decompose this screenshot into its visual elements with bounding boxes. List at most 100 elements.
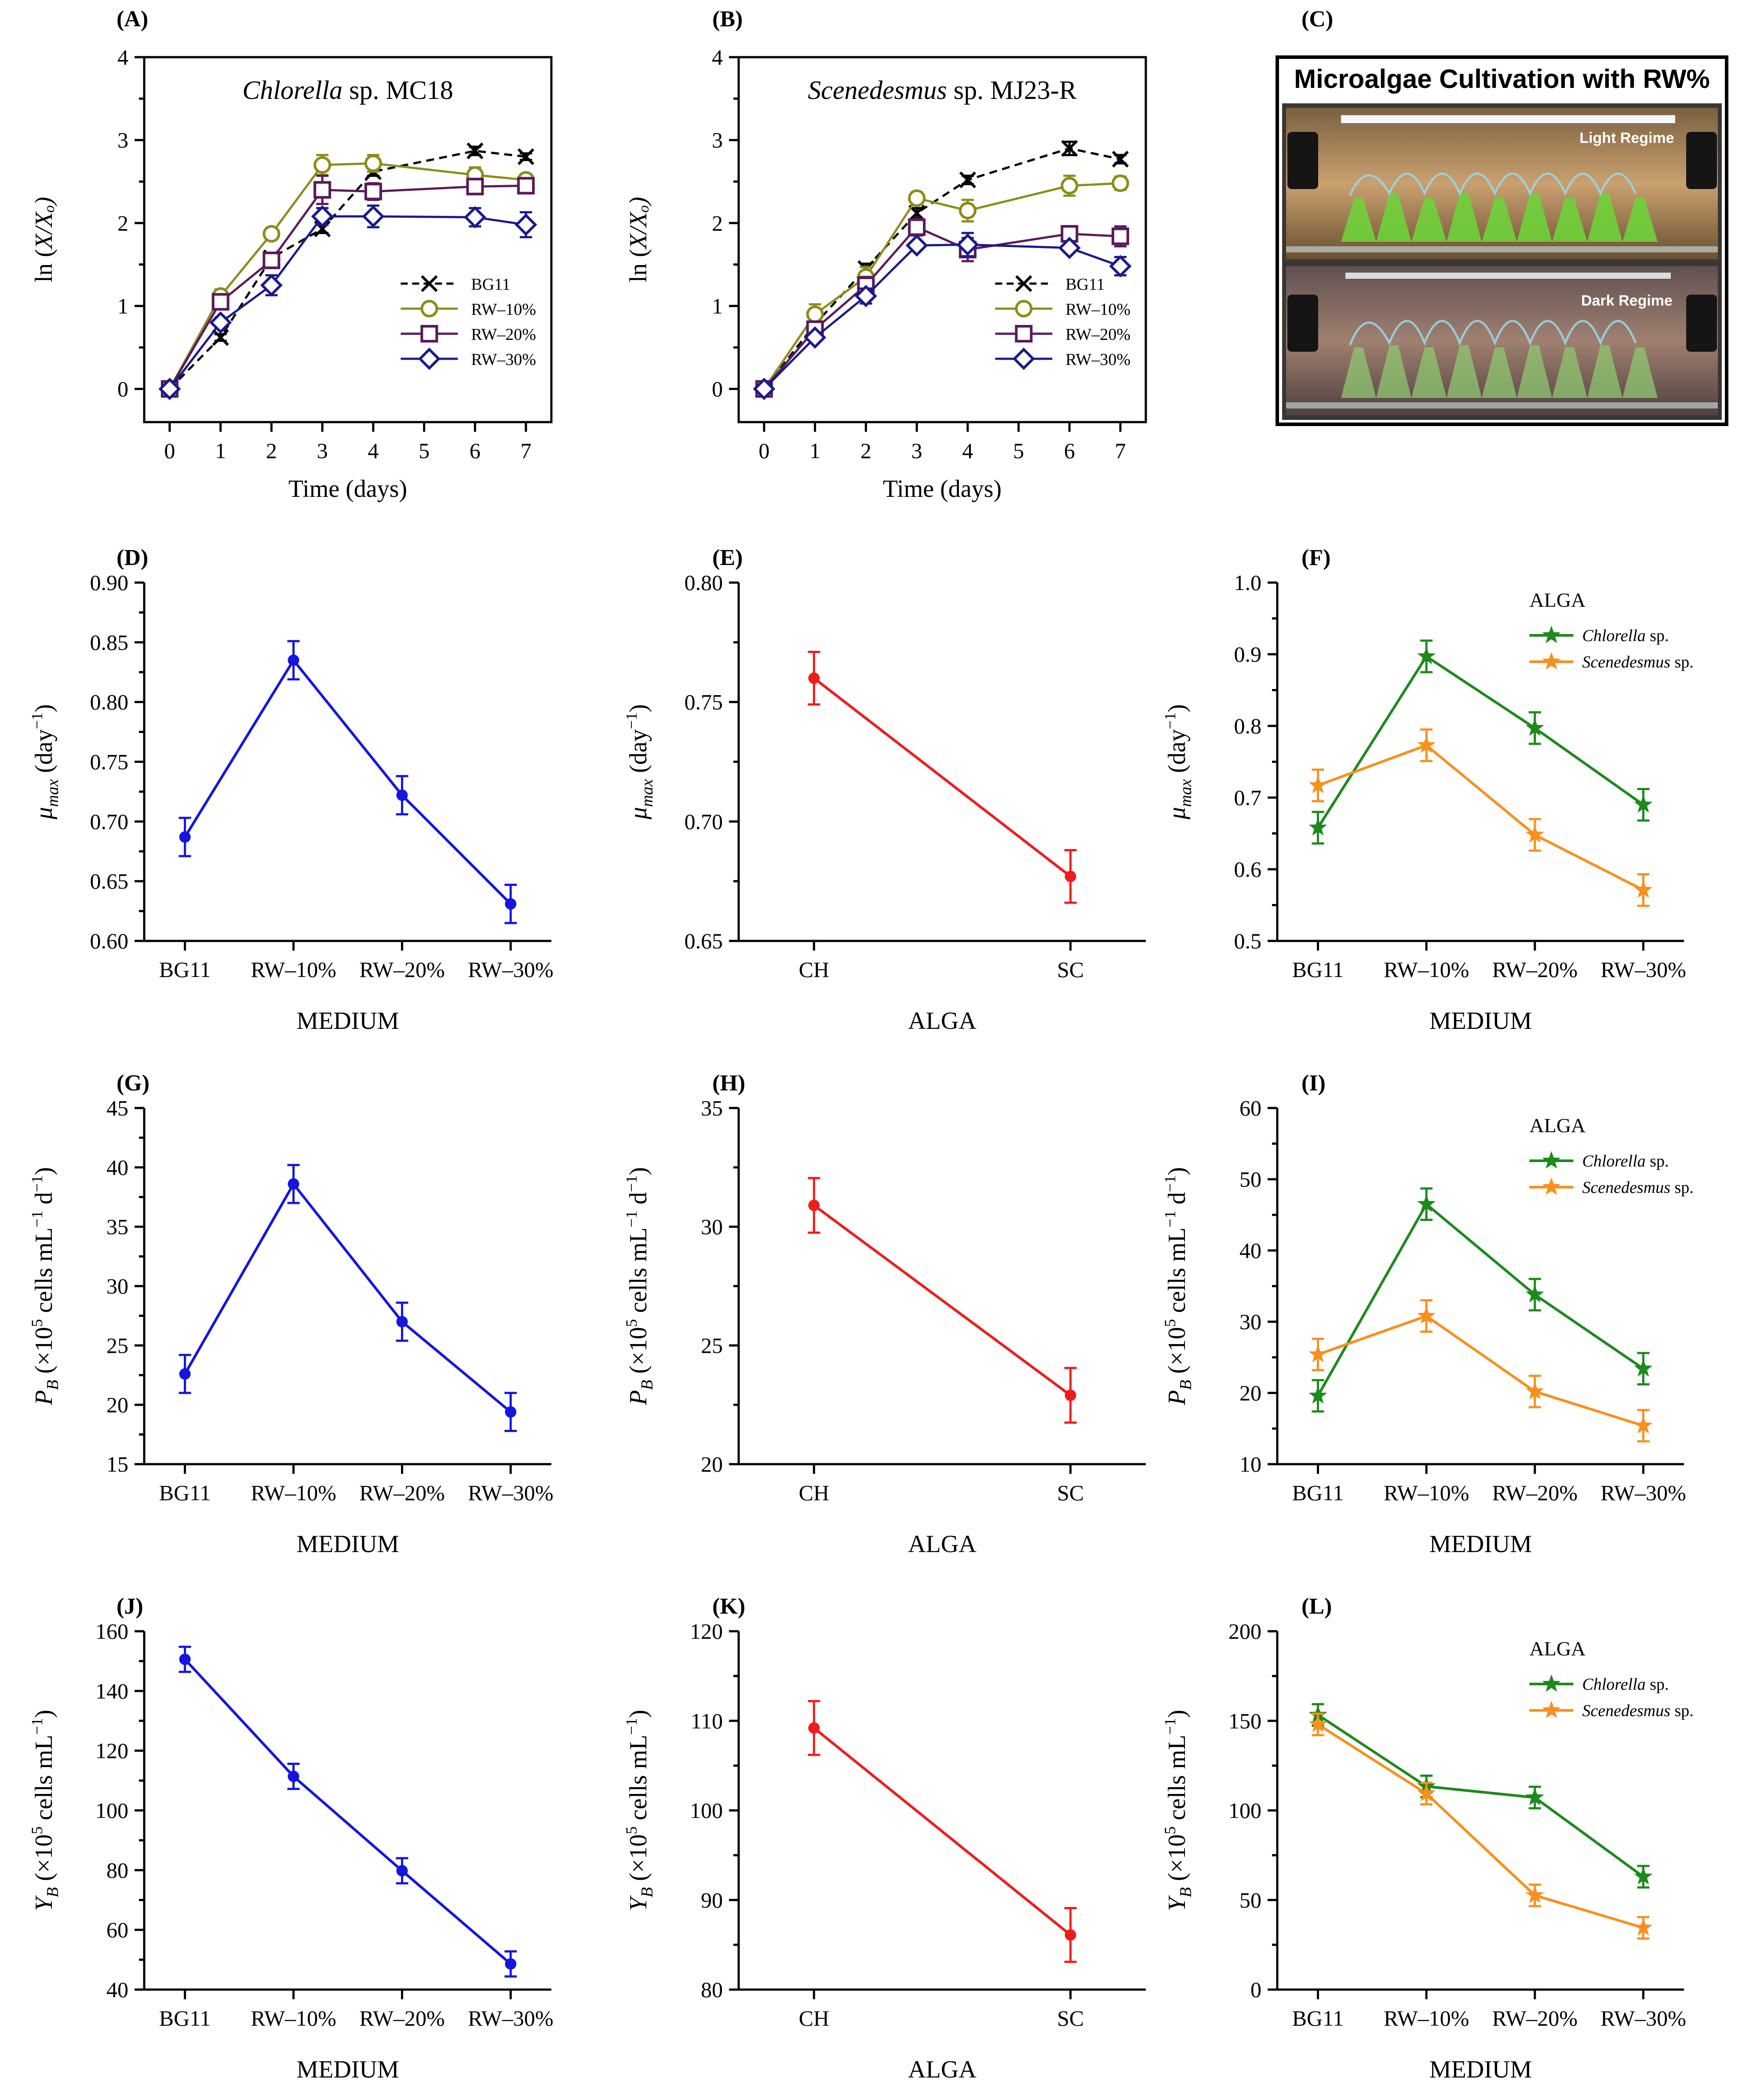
data-point — [854, 284, 877, 307]
legend-marker — [1542, 626, 1561, 643]
legend-item: BG11 — [995, 275, 1105, 294]
y-axis-label: μmax (day−1) — [1161, 704, 1195, 820]
data-point — [158, 378, 181, 401]
series-line — [813, 1727, 1072, 1936]
data-point — [179, 831, 191, 843]
panel-label-d: (D) — [117, 545, 148, 570]
y-tick-label: 2 — [117, 211, 128, 235]
data-point — [1058, 237, 1081, 259]
legend-item: RW–10% — [401, 300, 536, 319]
legend-label: RW–20% — [1065, 325, 1130, 344]
series-line — [1316, 654, 1644, 829]
data-point — [466, 178, 484, 196]
series-line — [813, 677, 1072, 878]
series-chlorella-sp- — [1308, 639, 1653, 845]
data-point — [956, 233, 979, 256]
x-tick-label: 0 — [758, 438, 769, 463]
data-point — [396, 1316, 408, 1327]
chart-d: (D) 0.60 0.65 0.70 0.75 0.80 0.85 0.90 BG11 RW–10… — [28, 545, 554, 1035]
data-point — [1308, 1345, 1327, 1363]
legend-label: BG11 — [471, 275, 510, 294]
x-tick-label: 4 — [368, 438, 379, 463]
x-tick-label: 6 — [1064, 438, 1075, 463]
x-tick-label: RW–20% — [1492, 2006, 1578, 2030]
legend-item: RW–10% — [995, 300, 1130, 319]
data-point — [959, 201, 977, 219]
data-point — [1061, 177, 1079, 195]
y-tick-label: 120 — [690, 1619, 723, 1644]
data-point — [959, 171, 977, 189]
data-point — [1061, 140, 1078, 157]
x-tick-label: RW–10% — [251, 1480, 336, 1505]
data-point — [262, 225, 281, 243]
y-tick-label: 200 — [1228, 1619, 1261, 1644]
y-tick-label: 20 — [701, 1452, 723, 1476]
y-tick-label: 0.85 — [90, 630, 129, 655]
data-point — [1064, 871, 1076, 882]
legend-label: RW–30% — [471, 350, 536, 369]
x-tick-label: 7 — [1115, 438, 1126, 463]
y-tick-label: 0.60 — [90, 929, 129, 953]
x-tick-label: SC — [1057, 2006, 1084, 2030]
x-tick-label: 5 — [419, 438, 430, 463]
data-point — [1525, 1788, 1544, 1805]
y-tick-label: 60 — [106, 1917, 128, 1942]
legend-title: ALGA — [1530, 1114, 1586, 1137]
y-tick-label: 0.65 — [685, 929, 723, 953]
x-tick-label: 1 — [215, 438, 226, 463]
cultivation-photo: Light Regime Dark Regime — [1282, 103, 1722, 420]
y-tick-label: 25 — [106, 1333, 128, 1358]
data-point — [505, 1406, 517, 1418]
data-point — [808, 1199, 820, 1211]
y-tick-label: 0.8 — [1234, 714, 1262, 738]
x-tick-label: BG11 — [159, 957, 211, 982]
series-line — [184, 658, 512, 905]
x-tick-label: BG11 — [1292, 2006, 1344, 2030]
panel-label-b: (B) — [712, 7, 743, 32]
x-tick-label: 0 — [164, 438, 175, 463]
data-point — [467, 142, 484, 160]
data-point — [364, 154, 382, 172]
data-point — [1417, 1306, 1436, 1324]
data-point — [179, 1653, 191, 1665]
data-point — [808, 672, 820, 684]
x-tick-label: CH — [799, 1480, 829, 1505]
y-tick-label: 110 — [691, 1709, 723, 1733]
x-axis-label: MEDIUM — [296, 1007, 399, 1035]
legend-label: Scenedesmus sp. — [1582, 1178, 1694, 1197]
data-point — [517, 177, 535, 195]
series-rw-30- — [753, 232, 1132, 401]
series-line — [1316, 1202, 1644, 1396]
x-tick-label: RW–20% — [1492, 1480, 1578, 1505]
legend-marker — [1542, 652, 1561, 670]
data-point — [463, 206, 486, 229]
chart-h: (H) 20 25 30 35 CH SC ALGA PB (×105 cells mL−1 d… — [623, 1071, 1146, 1558]
data-point — [212, 329, 229, 346]
y-tick-label: 30 — [701, 1214, 723, 1239]
x-tick-label: RW–30% — [468, 2006, 553, 2030]
legend-marker — [1015, 275, 1032, 292]
y-tick-label: 15 — [106, 1452, 128, 1476]
series-mean — [179, 640, 517, 924]
plot-frame — [737, 56, 1147, 423]
x-tick-label: RW–20% — [359, 2006, 445, 2030]
data-point — [905, 234, 928, 257]
legend-label: RW–10% — [1065, 300, 1130, 319]
data-point — [1112, 174, 1130, 192]
data-point — [1308, 776, 1327, 794]
panel-label-e: (E) — [712, 545, 743, 570]
x-tick-label: 6 — [470, 438, 481, 463]
series-line — [1317, 1314, 1644, 1427]
y-tick-label: 0.9 — [1234, 642, 1262, 667]
data-point — [1417, 646, 1436, 664]
data-point — [311, 205, 334, 228]
panel-c: (C) Microalgae Cultivation with RW% — [1276, 7, 1728, 426]
y-tick-label: 0.90 — [90, 570, 129, 595]
data-point — [179, 1368, 191, 1380]
y-axis-label: PB (×105 cells mL−1 d−1) — [28, 1167, 62, 1405]
legend-label: Scenedesmus sp. — [1582, 1702, 1694, 1720]
x-tick-label: 5 — [1013, 438, 1024, 463]
legend-title: ALGA — [1530, 1637, 1586, 1660]
